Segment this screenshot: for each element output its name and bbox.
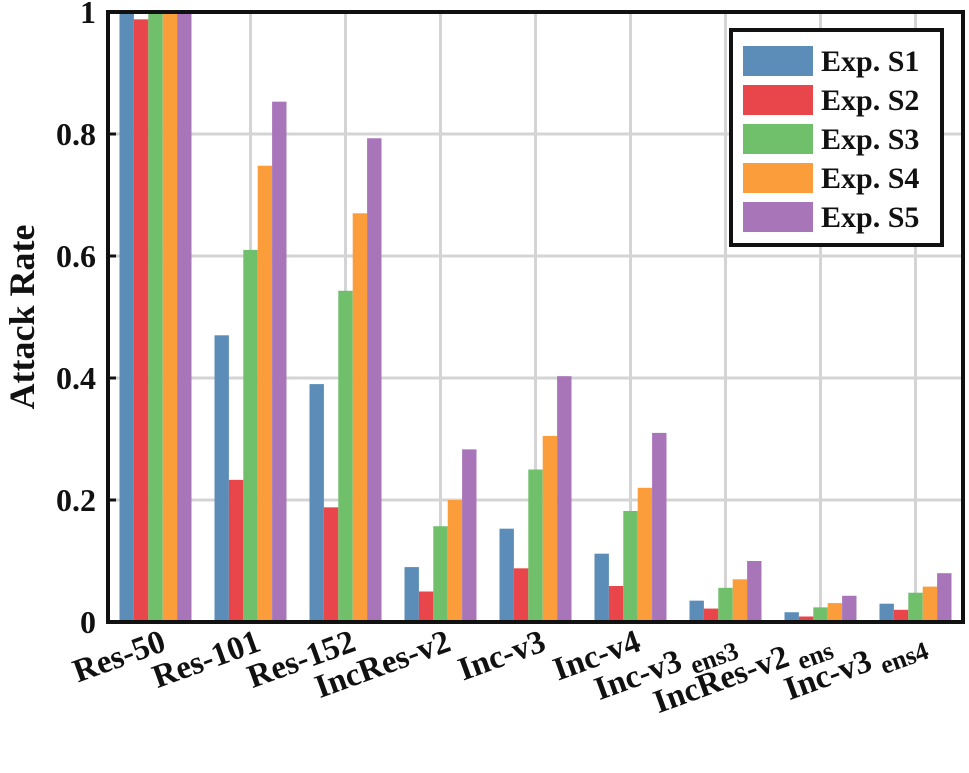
bar xyxy=(462,449,477,622)
bar xyxy=(148,12,163,622)
x-tick-label: Inc-v3ens4 xyxy=(780,624,932,714)
y-tick-label: 0.8 xyxy=(56,116,96,152)
bar xyxy=(594,553,609,622)
legend-swatch xyxy=(743,163,813,193)
bar xyxy=(228,479,244,622)
bar xyxy=(893,609,909,622)
bar xyxy=(447,500,463,622)
bar xyxy=(608,586,624,622)
plot-frame xyxy=(106,10,965,624)
bar xyxy=(162,12,178,622)
y-tick-label: 0.2 xyxy=(56,482,96,518)
bar xyxy=(214,335,229,622)
x-axis-ticks: Res-50Res-101Res-152IncRes-v2Inc-v3Inc-v… xyxy=(68,624,932,721)
bar xyxy=(528,469,543,622)
bar xyxy=(499,528,514,622)
bar xyxy=(623,510,638,622)
bar xyxy=(243,249,258,622)
bar xyxy=(272,101,287,623)
bar xyxy=(338,290,353,622)
y-axis-label: Attack Rate xyxy=(2,225,42,410)
x-tick-name: Inc-v3 xyxy=(453,624,550,689)
bar xyxy=(908,592,923,622)
bar xyxy=(323,507,339,622)
bar xyxy=(309,384,324,622)
legend: Exp. S1 Exp. S2 Exp. S3 Exp. S4 Exp. S5 xyxy=(729,28,944,247)
bar xyxy=(747,561,762,622)
bar xyxy=(433,526,448,622)
bar xyxy=(637,487,653,622)
bar xyxy=(732,579,748,622)
legend-label: Exp. S2 xyxy=(821,84,919,117)
legend-label: Exp. S1 xyxy=(821,45,919,78)
bar xyxy=(879,603,894,622)
legend-swatch xyxy=(743,85,813,115)
bar xyxy=(418,591,434,622)
x-tick-label: Inc-v3 xyxy=(453,624,550,689)
bar xyxy=(119,12,134,622)
bar xyxy=(133,19,149,622)
bar xyxy=(404,567,419,622)
bar xyxy=(813,607,828,622)
bar xyxy=(827,603,843,622)
y-tick-label: 1 xyxy=(80,0,96,30)
bar xyxy=(703,608,719,622)
bar xyxy=(937,573,952,622)
bar xyxy=(798,616,814,622)
bar xyxy=(784,612,799,622)
bar xyxy=(718,587,733,622)
bars-group xyxy=(119,12,952,623)
bar xyxy=(689,600,704,622)
legend-label: Exp. S4 xyxy=(821,162,919,195)
y-tick-label: 0.6 xyxy=(56,238,96,274)
bar xyxy=(352,213,368,623)
bar xyxy=(842,595,857,622)
bar xyxy=(257,165,273,622)
legend-swatch xyxy=(743,46,813,76)
legend-label: Exp. S3 xyxy=(821,123,919,156)
y-tick-label: 0 xyxy=(80,604,96,640)
legend-swatch xyxy=(743,124,813,154)
y-axis-ticks: 0 0.2 0.4 0.6 0.8 1 xyxy=(56,0,116,640)
bar xyxy=(652,432,667,622)
bar xyxy=(542,435,558,622)
legend-swatch xyxy=(743,202,813,232)
y-tick-label: 0.4 xyxy=(56,360,96,396)
bar xyxy=(513,568,529,622)
bar xyxy=(922,586,938,622)
bar xyxy=(177,12,192,622)
legend-label: Exp. S5 xyxy=(821,201,919,234)
bar xyxy=(557,376,572,622)
bar xyxy=(367,138,382,622)
x-tick-subscript: ens4 xyxy=(876,636,932,680)
